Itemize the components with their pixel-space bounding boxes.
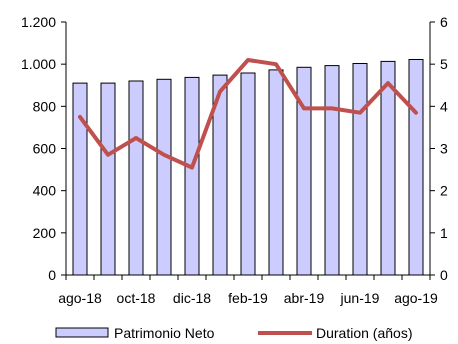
x-axis-ticks: ago-18 oct-18 dic-18 feb-19 abr-19 jun-19 ago-…: [58, 275, 438, 306]
left-tick-label: 600: [33, 141, 57, 157]
bar-ago-19: [408, 59, 424, 276]
left-axis-ticks: 0 200 400 600 800 1.000 1.200: [21, 14, 66, 283]
right-tick-label: 2: [440, 183, 448, 199]
x-tick-label: feb-19: [228, 290, 268, 306]
duration-point-feb-19: [247, 59, 249, 61]
bar-sep-18: [100, 82, 116, 276]
left-tick-label: 800: [33, 98, 57, 114]
left-tick-label: 400: [33, 183, 57, 199]
bar-mar-19: [268, 69, 284, 276]
x-tick-label: dic-18: [173, 290, 211, 306]
legend: Patrimonio Neto Duration (años): [55, 325, 413, 341]
right-tick-label: 1: [440, 225, 448, 241]
duration-point-jun-19: [359, 112, 361, 114]
right-tick-label: 0: [440, 267, 448, 283]
line-series: [78, 58, 418, 170]
left-tick-label: 0: [48, 267, 56, 283]
left-tick-label: 1.200: [21, 14, 56, 30]
duration-point-jul-19: [387, 82, 389, 84]
legend-label-duration: Duration (años): [316, 325, 413, 341]
duration-point-mar-19: [275, 63, 277, 65]
right-tick-label: 6: [440, 14, 448, 30]
left-tick-label: 200: [33, 225, 57, 241]
x-tick-label: oct-18: [117, 290, 156, 306]
bar-feb-19: [240, 72, 256, 276]
bar-may-19: [324, 65, 340, 276]
duration-point-dic-18: [191, 167, 193, 168]
bar-jul-19: [380, 60, 396, 276]
x-tick-label: jun-19: [340, 290, 380, 306]
duration-point-sep-18: [107, 154, 109, 156]
x-tick-label: ago-18: [58, 290, 102, 306]
duration-point-ago-19: [415, 112, 417, 114]
right-tick-label: 4: [440, 98, 448, 114]
duration-point-ene-19: [219, 91, 221, 93]
bar-series: [72, 59, 424, 276]
left-tick-label: 1.000: [21, 56, 56, 72]
duration-point-nov-18: [163, 154, 165, 156]
right-axis-ticks: 0 1 2 3 4 5 6: [430, 14, 448, 283]
bar-nov-18: [156, 78, 172, 276]
duration-point-abr-19: [303, 107, 305, 109]
bar-jun-19: [352, 63, 368, 276]
legend-swatch-patrimonio: [55, 327, 109, 338]
bar-oct-18: [128, 80, 144, 276]
right-tick-label: 3: [440, 141, 448, 157]
legend-label-patrimonio: Patrimonio Neto: [114, 325, 215, 341]
x-tick-label: abr-19: [284, 290, 325, 306]
x-tick-label: ago-19: [394, 290, 438, 306]
duration-point-may-19: [331, 107, 333, 109]
duration-point-ago-18: [79, 116, 81, 118]
bar-dic-18: [184, 76, 200, 276]
duration-point-oct-18: [135, 137, 137, 139]
bar-ago-18: [72, 82, 88, 276]
right-tick-label: 5: [440, 56, 448, 72]
